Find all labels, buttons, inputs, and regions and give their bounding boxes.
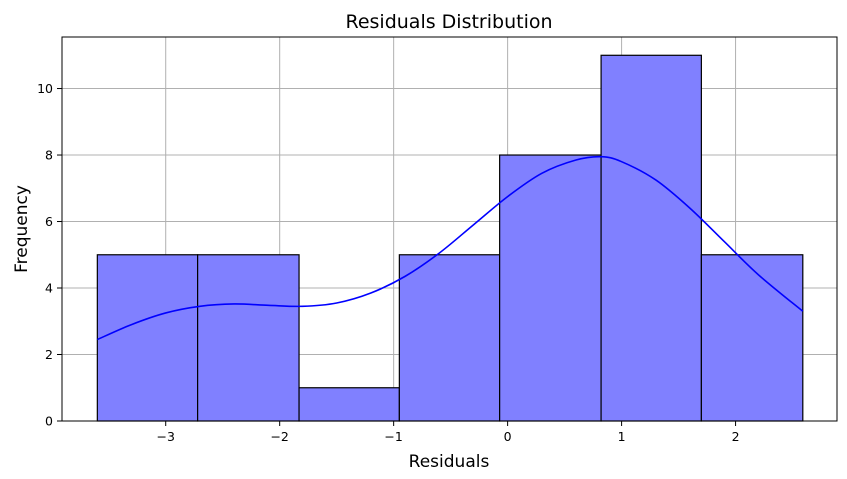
histogram-bar-1 <box>197 254 300 422</box>
histogram-bar-4 <box>499 154 602 422</box>
kde-curve <box>97 155 804 341</box>
x-tick-label-2: −1 <box>384 429 402 444</box>
histogram-bars <box>96 54 804 422</box>
y-tick-label-0: 0 <box>45 414 53 429</box>
histogram-bar-3 <box>398 254 501 422</box>
histogram-bar-0 <box>96 254 199 422</box>
histogram-bar-6 <box>700 254 804 422</box>
y-axis-ticks: 0 2 4 6 8 10 <box>37 81 62 429</box>
plot-frame <box>61 36 838 422</box>
chart-title: Residuals Distribution <box>345 11 552 33</box>
y-tick-label-5: 10 <box>37 81 53 96</box>
histogram-bar-2 <box>298 387 400 422</box>
x-tick-label-0: −3 <box>156 429 174 444</box>
y-tick-label-1: 2 <box>45 347 53 362</box>
histogram-bar-5 <box>600 54 702 422</box>
x-axis-label: Residuals <box>409 452 490 472</box>
y-tick-label-3: 6 <box>45 214 53 229</box>
x-tick-label-3: 0 <box>504 429 512 444</box>
y-axis-label: Frequency <box>12 185 32 273</box>
y-tick-label-2: 4 <box>45 281 53 296</box>
y-tick-label-4: 8 <box>45 148 53 163</box>
x-axis-ticks: −3 −2 −1 0 1 2 <box>156 421 740 444</box>
x-tick-label-4: 1 <box>618 429 626 444</box>
x-tick-label-5: 2 <box>732 429 740 444</box>
x-tick-label-1: −2 <box>270 429 288 444</box>
